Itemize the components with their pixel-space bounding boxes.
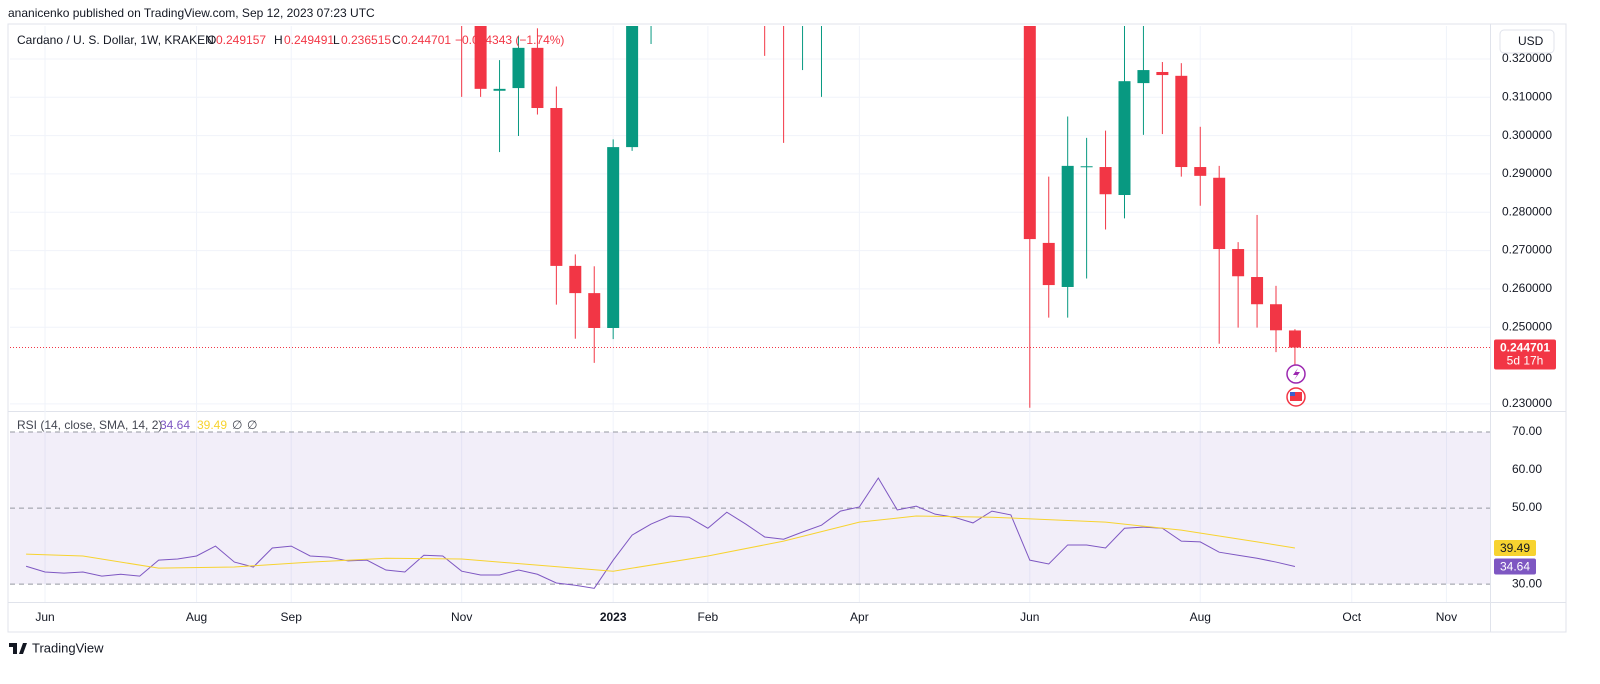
empty-value: ∅ bbox=[232, 418, 242, 432]
y-tick-label: 0.300000 bbox=[1502, 128, 1552, 142]
x-tick-label: Jun bbox=[1020, 610, 1039, 624]
x-tick-label: Apr bbox=[850, 610, 869, 624]
candle-body bbox=[456, 0, 468, 1]
candle-body bbox=[1194, 167, 1207, 176]
candle-body bbox=[1080, 166, 1093, 168]
candle-body bbox=[1099, 167, 1112, 195]
lightning bbox=[1293, 368, 1300, 380]
ohlc-label: O bbox=[207, 33, 216, 47]
candle-body bbox=[1023, 26, 1036, 240]
candle-body bbox=[1251, 277, 1264, 305]
y-tick-label: 0.290000 bbox=[1502, 166, 1552, 180]
ohlc-label: C bbox=[392, 33, 401, 47]
x-tick-label: Feb bbox=[698, 610, 719, 624]
candle-body bbox=[569, 265, 582, 294]
rsi-line bbox=[25, 477, 1296, 589]
logo-mark bbox=[9, 643, 27, 654]
y-tick-label: 0.280000 bbox=[1502, 204, 1552, 218]
candle-body bbox=[1232, 249, 1245, 277]
price-label-box bbox=[1494, 339, 1556, 370]
candle-body bbox=[1270, 304, 1283, 331]
y-tick-label: 60.00 bbox=[1512, 462, 1542, 476]
candle-body bbox=[1061, 165, 1074, 287]
logo: TradingView bbox=[9, 640, 104, 655]
x-tick-label: Sep bbox=[281, 610, 303, 624]
y-tick-label: 0.230000 bbox=[1502, 396, 1552, 410]
candle-body bbox=[493, 88, 506, 91]
countdown: 5d 17h bbox=[1507, 354, 1544, 368]
rsi-pane bbox=[10, 431, 1490, 589]
empty-value: ∅ bbox=[247, 418, 257, 432]
footer: TradingView bbox=[32, 640, 104, 655]
currency-button[interactable] bbox=[1499, 29, 1555, 54]
candle-body bbox=[1156, 71, 1169, 76]
ohlc-value: 0.249157 bbox=[216, 33, 266, 47]
price-pane bbox=[10, 0, 1490, 408]
ohlc-value: 0.236515 bbox=[341, 33, 391, 47]
candle-body bbox=[531, 47, 544, 109]
candle-body bbox=[1213, 177, 1226, 250]
x-tick-label: 2023 bbox=[600, 610, 627, 624]
rsi-title: RSI (14, close, SMA, 14, 2) bbox=[17, 418, 162, 432]
y-tick-label: 70.00 bbox=[1512, 424, 1542, 438]
value-label: 34.64 bbox=[1500, 560, 1530, 574]
ohlc-value: 0.249491 bbox=[284, 33, 334, 47]
candle-body bbox=[815, 0, 827, 21]
candle-body bbox=[797, 0, 809, 21]
rsi-value: 34.64 bbox=[160, 418, 190, 432]
candle-body bbox=[1137, 70, 1150, 84]
y-tick-label: 30.00 bbox=[1512, 576, 1542, 590]
flag-canton bbox=[1290, 392, 1295, 396]
y-tick-label: 50.00 bbox=[1512, 500, 1542, 514]
value-label-box bbox=[1494, 540, 1536, 557]
candle-body bbox=[588, 293, 601, 328]
frame bbox=[7, 23, 1567, 633]
candle-body bbox=[1042, 242, 1055, 286]
ohlc-value: 0.244701 bbox=[401, 33, 451, 47]
ohlc-label: L bbox=[333, 33, 340, 47]
symbol-title: Cardano / U. S. Dollar, 1W, KRAKEN bbox=[17, 33, 214, 47]
candle-body bbox=[550, 108, 563, 266]
x-tick-label: Nov bbox=[1436, 610, 1457, 624]
rsi-line bbox=[26, 515, 1296, 572]
value-label: 39.49 bbox=[1500, 541, 1530, 555]
sma-value: 39.49 bbox=[197, 418, 227, 432]
publisher: ananicenko published on TradingView.com,… bbox=[8, 6, 375, 20]
axes: 0.320000 0.310000 0.300000 0.290000 0.280000… bbox=[35, 51, 1556, 624]
candle-body bbox=[474, 26, 487, 89]
y-tick-label: 0.320000 bbox=[1502, 51, 1552, 65]
candle-body bbox=[1118, 81, 1131, 196]
ohlc-label: H bbox=[274, 33, 283, 47]
y-tick-label: 0.250000 bbox=[1502, 319, 1552, 333]
candle-body bbox=[512, 47, 525, 89]
currency[interactable]: USD bbox=[1518, 34, 1544, 48]
event-icons bbox=[1286, 364, 1306, 407]
price-label: 0.244701 bbox=[1500, 341, 1550, 355]
candle-body bbox=[1175, 75, 1188, 168]
change: −0.004343 (−1.74%) bbox=[455, 33, 564, 47]
candle-body bbox=[778, 0, 790, 21]
x-tick-label: Oct bbox=[1342, 610, 1361, 624]
candle-body bbox=[607, 147, 620, 328]
legend: Cardano / U. S. Dollar, 1W, KRAKEN O 0.2… bbox=[17, 33, 564, 432]
y-tick-label: 0.260000 bbox=[1502, 281, 1552, 295]
x-tick-label: Aug bbox=[1190, 610, 1211, 624]
candle-body bbox=[1288, 330, 1301, 348]
value-label-box bbox=[1494, 558, 1536, 575]
flag bbox=[1290, 392, 1302, 401]
y-tick-label: 0.270000 bbox=[1502, 243, 1552, 257]
x-tick-label: Aug bbox=[186, 610, 207, 624]
x-tick-label: Nov bbox=[451, 610, 472, 624]
candle-body bbox=[626, 26, 639, 148]
y-tick-label: 0.310000 bbox=[1502, 89, 1552, 103]
x-tick-label: Jun bbox=[35, 610, 54, 624]
